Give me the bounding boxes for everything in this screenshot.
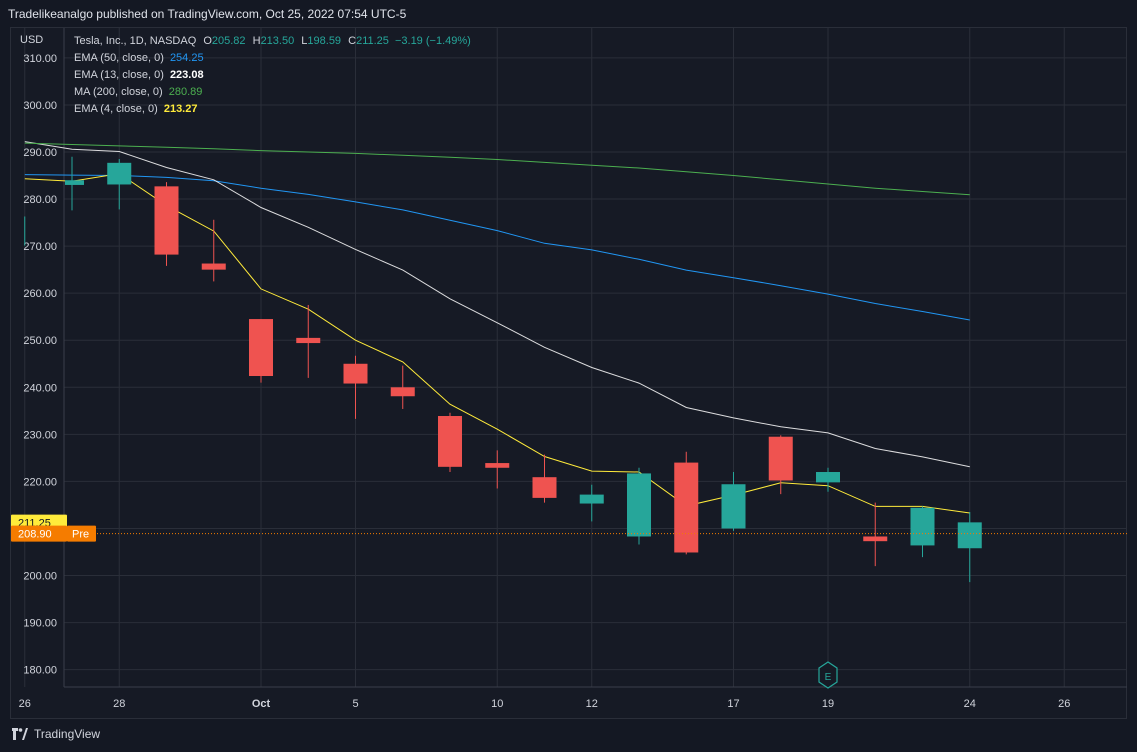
candle-body bbox=[154, 186, 179, 255]
x-tick-label: 12 bbox=[586, 698, 598, 710]
y-tick-label: 310.00 bbox=[23, 53, 57, 65]
y-tick-label: 190.00 bbox=[23, 618, 57, 630]
footer-brand[interactable]: TradingView bbox=[12, 727, 100, 741]
ema50-value: 254.25 bbox=[169, 52, 204, 64]
candle-body bbox=[107, 162, 132, 185]
y-tick-label: 200.00 bbox=[23, 571, 57, 583]
x-tick-label: 10 bbox=[491, 698, 503, 710]
change-value: −3.19 (−1.49%) bbox=[394, 35, 471, 47]
earnings-marker-label: E bbox=[825, 672, 832, 683]
indicator-line bbox=[24, 142, 970, 196]
ma200-value: 280.89 bbox=[168, 86, 203, 98]
ma200-label: MA (200, close, 0) bbox=[74, 86, 163, 98]
legend-ema4[interactable]: EMA (4, close, 0) 213.27 bbox=[74, 103, 197, 115]
candle-body bbox=[957, 522, 982, 549]
candle-body bbox=[816, 472, 840, 483]
x-tick-label: 28 bbox=[113, 698, 125, 710]
legend-ma200[interactable]: MA (200, close, 0) 280.89 bbox=[74, 86, 202, 98]
y-tick-label: 270.00 bbox=[23, 241, 57, 253]
y-tick-label: 290.00 bbox=[23, 147, 57, 159]
y-tick-label: 260.00 bbox=[23, 288, 57, 300]
y-tick-label: 240.00 bbox=[23, 382, 57, 394]
high-value: 213.50 bbox=[260, 35, 295, 47]
candle-body bbox=[438, 416, 462, 467]
y-tick-label: 280.00 bbox=[23, 194, 57, 206]
pre-price-tag bbox=[11, 525, 67, 542]
candle-body bbox=[863, 536, 888, 542]
y-tick-label: 220.00 bbox=[23, 476, 57, 488]
grid-lines bbox=[24, 28, 1127, 688]
candle-body bbox=[65, 180, 84, 185]
x-tick-label: 19 bbox=[822, 698, 834, 710]
open-value: 205.82 bbox=[211, 35, 246, 47]
close-label: C bbox=[348, 35, 357, 47]
y-tick-label: 300.00 bbox=[23, 100, 57, 112]
candle-body bbox=[249, 319, 273, 377]
candle-body bbox=[390, 387, 415, 397]
candle-body bbox=[627, 473, 651, 537]
publish-header: Tradelikeanalgo published on TradingView… bbox=[8, 7, 407, 21]
candle-body bbox=[532, 477, 557, 498]
footer-brand-label: TradingView bbox=[34, 727, 101, 741]
low-label: L bbox=[301, 35, 308, 47]
candle-body bbox=[343, 363, 368, 384]
pre-badge bbox=[67, 525, 96, 542]
legend-ema13[interactable]: EMA (13, close, 0) 223.08 bbox=[74, 69, 204, 81]
tradingview-logo-icon bbox=[12, 728, 28, 740]
close-value: 211.25 bbox=[356, 35, 389, 47]
x-tick-label: 24 bbox=[964, 698, 976, 710]
ema4-label: EMA (4, close, 0) bbox=[74, 103, 158, 115]
currency-label: USD bbox=[20, 34, 44, 46]
ema50-label: EMA (50, close, 0) bbox=[74, 52, 164, 64]
y-tick-label: 230.00 bbox=[23, 429, 57, 441]
x-tick-label: Oct bbox=[252, 698, 271, 710]
ema4-value: 213.27 bbox=[163, 103, 198, 115]
candle-body bbox=[579, 494, 604, 504]
candle-body bbox=[296, 337, 321, 344]
y-tick-label: 250.00 bbox=[23, 335, 57, 347]
symbol-legend: Tesla, Inc., 1D, NASDAQ O205.82 H213.50 … bbox=[74, 35, 471, 47]
low-value: 198.59 bbox=[307, 35, 342, 47]
candle-body bbox=[201, 263, 226, 270]
x-tick-label: 5 bbox=[352, 698, 358, 710]
x-tick-label: 26 bbox=[1058, 698, 1070, 710]
y-tick-label: 180.00 bbox=[23, 665, 57, 677]
x-tick-label: 17 bbox=[727, 698, 739, 710]
candle-body bbox=[674, 462, 699, 553]
indicator-lines bbox=[24, 141, 970, 514]
high-label: H bbox=[252, 35, 261, 47]
ema13-value: 223.08 bbox=[169, 69, 204, 81]
symbol-name: Tesla, Inc., 1D, NASDAQ bbox=[74, 35, 197, 47]
indicator-line bbox=[24, 174, 970, 321]
legend-ema50[interactable]: EMA (50, close, 0) 254.25 bbox=[74, 52, 204, 64]
candle-body bbox=[768, 436, 793, 481]
indicator-line bbox=[24, 141, 970, 468]
candle-body bbox=[721, 484, 746, 529]
open-label: O bbox=[203, 35, 212, 47]
pre-badge-label: Pre bbox=[72, 529, 89, 541]
candles bbox=[24, 156, 982, 583]
candle-body bbox=[910, 507, 935, 546]
chart-panel[interactable] bbox=[10, 27, 1127, 719]
x-tick-label: 26 bbox=[19, 698, 31, 710]
pre-price-label: 208.90 bbox=[18, 529, 52, 541]
ema13-label: EMA (13, close, 0) bbox=[74, 69, 164, 81]
earnings-marker-icon[interactable] bbox=[818, 661, 838, 689]
indicator-line bbox=[24, 173, 970, 514]
candle-body bbox=[485, 463, 510, 468]
x-axis-labels: 26 28 Oct 5 10 12 17 19 24 26 bbox=[19, 698, 1071, 710]
